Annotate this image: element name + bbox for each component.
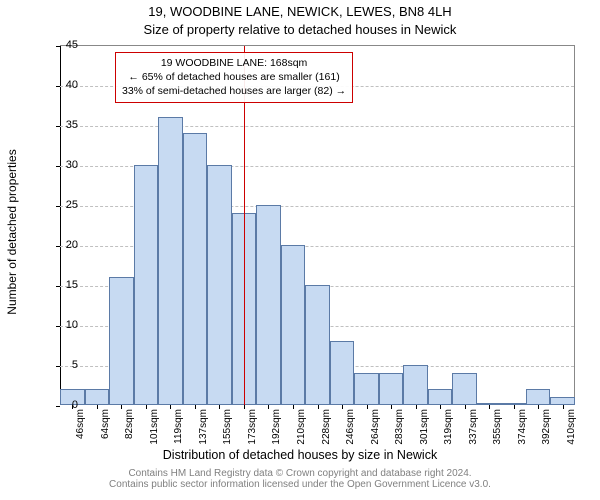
histogram-bar	[305, 285, 330, 405]
x-tick-mark	[416, 405, 417, 409]
x-tick-label: 264sqm	[370, 409, 381, 459]
x-tick-label: 392sqm	[541, 409, 552, 459]
y-tick-label: 0	[48, 399, 78, 411]
y-tick-label: 15	[48, 279, 78, 291]
histogram-plot-area: 19 WOODBINE LANE: 168sqm← 65% of detache…	[60, 45, 575, 405]
x-tick-label: 337sqm	[468, 409, 479, 459]
y-tick-label: 30	[48, 159, 78, 171]
x-tick-label: 210sqm	[296, 409, 307, 459]
histogram-bar	[330, 341, 355, 405]
x-tick-label: 246sqm	[345, 409, 356, 459]
x-tick-mark	[391, 405, 392, 409]
x-tick-label: 283sqm	[394, 409, 405, 459]
histogram-bar	[207, 165, 232, 405]
histogram-bar	[85, 389, 110, 405]
annotation-line: 19 WOODBINE LANE: 168sqm	[122, 56, 346, 70]
x-tick-label: 119sqm	[173, 409, 184, 459]
x-tick-mark	[465, 405, 466, 409]
x-tick-label: 228sqm	[321, 409, 332, 459]
histogram-bar	[354, 373, 379, 405]
histogram-bar	[256, 205, 281, 405]
histogram-bar	[109, 277, 134, 405]
y-axis-label: Number of detached properties	[5, 102, 19, 362]
x-tick-mark	[538, 405, 539, 409]
x-tick-label: 46sqm	[75, 409, 86, 459]
x-tick-label: 173sqm	[247, 409, 258, 459]
page-title-line1: 19, WOODBINE LANE, NEWICK, LEWES, BN8 4L…	[0, 4, 600, 19]
y-tick-label: 25	[48, 199, 78, 211]
x-tick-mark	[440, 405, 441, 409]
y-tick-label: 20	[48, 239, 78, 251]
x-tick-mark	[489, 405, 490, 409]
histogram-bar	[526, 389, 551, 405]
y-axis-line	[60, 46, 61, 405]
y-tick-label: 40	[48, 79, 78, 91]
gridline	[60, 126, 574, 127]
histogram-bar	[379, 373, 404, 405]
x-tick-label: 301sqm	[419, 409, 430, 459]
x-tick-label: 64sqm	[100, 409, 111, 459]
x-tick-mark	[219, 405, 220, 409]
histogram-bar	[158, 117, 183, 405]
histogram-bar	[452, 373, 477, 405]
x-tick-mark	[121, 405, 122, 409]
page-title-line2: Size of property relative to detached ho…	[0, 22, 600, 37]
x-tick-mark	[195, 405, 196, 409]
x-tick-mark	[268, 405, 269, 409]
x-tick-label: 319sqm	[443, 409, 454, 459]
histogram-bar	[428, 389, 453, 405]
histogram-bar	[183, 133, 208, 405]
x-tick-mark	[97, 405, 98, 409]
histogram-bar	[550, 397, 575, 405]
histogram-bar	[281, 245, 306, 405]
x-tick-mark	[563, 405, 564, 409]
x-tick-mark	[342, 405, 343, 409]
x-tick-label: 192sqm	[271, 409, 282, 459]
x-tick-mark	[146, 405, 147, 409]
attribution-text: Contains HM Land Registry data © Crown c…	[0, 468, 600, 490]
attribution-line1: Contains HM Land Registry data © Crown c…	[128, 468, 471, 479]
x-tick-label: 82sqm	[124, 409, 135, 459]
annotation-box: 19 WOODBINE LANE: 168sqm← 65% of detache…	[115, 52, 353, 103]
x-tick-label: 410sqm	[566, 409, 577, 459]
y-tick-label: 5	[48, 359, 78, 371]
x-tick-label: 101sqm	[149, 409, 160, 459]
x-tick-label: 137sqm	[198, 409, 209, 459]
histogram-bar	[403, 365, 428, 405]
x-tick-label: 374sqm	[517, 409, 528, 459]
x-tick-label: 155sqm	[222, 409, 233, 459]
x-tick-mark	[514, 405, 515, 409]
x-tick-mark	[293, 405, 294, 409]
annotation-line: ← 65% of detached houses are smaller (16…	[122, 70, 346, 84]
x-tick-mark	[318, 405, 319, 409]
x-tick-mark	[367, 405, 368, 409]
y-tick-label: 45	[48, 39, 78, 51]
y-tick-label: 10	[48, 319, 78, 331]
x-tick-mark	[244, 405, 245, 409]
attribution-line2: Contains public sector information licen…	[109, 479, 491, 490]
annotation-line: 33% of semi-detached houses are larger (…	[122, 84, 346, 98]
y-tick-label: 35	[48, 119, 78, 131]
histogram-bar	[134, 165, 159, 405]
x-tick-label: 355sqm	[492, 409, 503, 459]
x-tick-mark	[170, 405, 171, 409]
